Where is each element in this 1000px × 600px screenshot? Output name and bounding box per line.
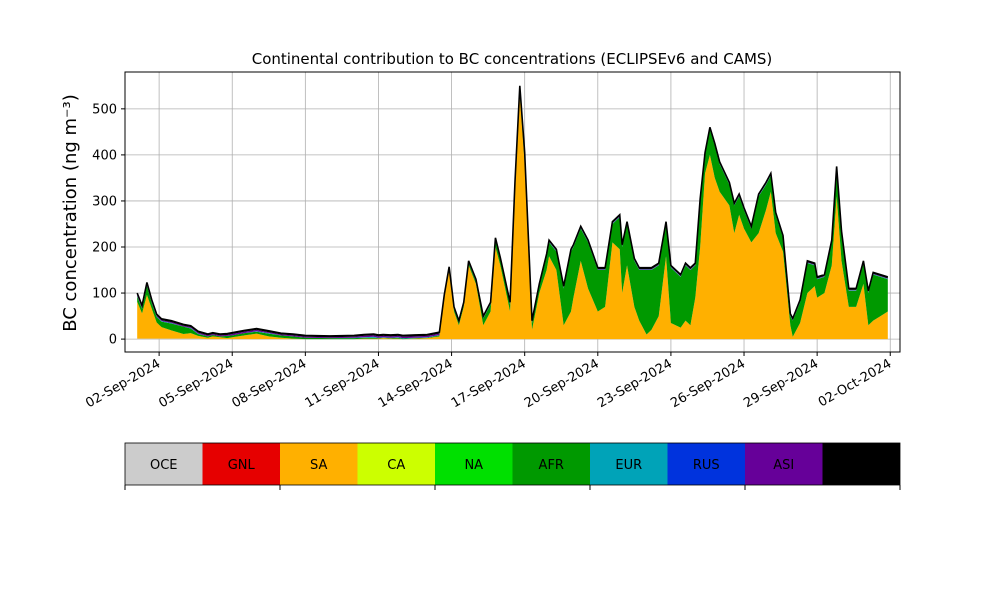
- x-axis-ticks: 02-Sep-202405-Sep-202408-Sep-202411-Sep-…: [83, 352, 894, 411]
- y-tick-label-3: 300: [92, 194, 117, 209]
- legend-border: [124, 442, 901, 486]
- legend-swatch-afr: [512, 443, 590, 485]
- plot-border: [124, 71, 901, 353]
- area-afr: [137, 88, 888, 340]
- x-tick-label-3: 11-Sep-2024: [303, 356, 383, 411]
- y-tick-label-5: 500: [92, 102, 117, 117]
- x-tick-label-7: 23-Sep-2024: [595, 356, 675, 411]
- x-tick-label-4: 14-Sep-2024: [376, 356, 456, 411]
- legend-swatch-rus: [667, 443, 745, 485]
- y-tick-label-4: 400: [92, 148, 117, 163]
- x-tick-label-2: 08-Sep-2024: [230, 356, 310, 411]
- legend-swatch-na: [435, 443, 513, 485]
- legend-swatch-gnl: [202, 443, 280, 485]
- stacked-areas: [136, 85, 889, 340]
- legend-label-aus: AUS: [848, 458, 875, 473]
- legend-label-ca: CA: [387, 458, 405, 473]
- legend-label-sa: SA: [310, 458, 327, 473]
- y-tick-label-0: 0: [109, 333, 117, 348]
- y-tick-label-1: 100: [92, 287, 117, 302]
- legend-label-rus: RUS: [693, 458, 720, 473]
- colorbar-legend: OCE GNL SA CA NA AFR EUR RUS ASI AUS: [124, 442, 901, 490]
- legend-swatch-ca: [357, 443, 435, 485]
- legend-swatch-oce: [125, 443, 203, 485]
- y-tick-label-2: 200: [92, 241, 117, 256]
- area-sa: [137, 95, 888, 340]
- legend-label-oce: OCE: [150, 458, 178, 473]
- legend-swatch-sa: [280, 443, 358, 485]
- x-tick-label-1: 05-Sep-2024: [156, 356, 236, 411]
- x-tick-label-0: 02-Sep-2024: [83, 356, 163, 411]
- legend-swatch-asi: [745, 443, 823, 485]
- x-tick-label-6: 20-Sep-2024: [522, 356, 602, 411]
- y-axis-label: BC concentration (ng m⁻³): [60, 94, 81, 332]
- x-tick-label-9: 29-Sep-2024: [741, 356, 821, 411]
- y-axis-ticks: 0 100 200 300 400 500: [92, 102, 125, 348]
- legend-label-afr: AFR: [539, 458, 564, 473]
- legend-label-asi: ASI: [773, 458, 794, 473]
- chart-title: Continental contribution to BC concentra…: [252, 50, 773, 68]
- x-tick-label-8: 26-Sep-2024: [668, 356, 748, 411]
- legend-label-eur: EUR: [615, 458, 642, 473]
- legend-label-gnl: GNL: [228, 458, 256, 473]
- legend-swatch-eur: [590, 443, 668, 485]
- plot-frame: [124, 71, 901, 353]
- x-tick-label-10: 02-Oct-2024: [816, 356, 894, 410]
- legend-label-na: NA: [464, 458, 483, 473]
- x-tick-label-5: 17-Sep-2024: [449, 356, 529, 411]
- legend-swatch-aus: [822, 443, 900, 485]
- total-outline: [136, 85, 889, 337]
